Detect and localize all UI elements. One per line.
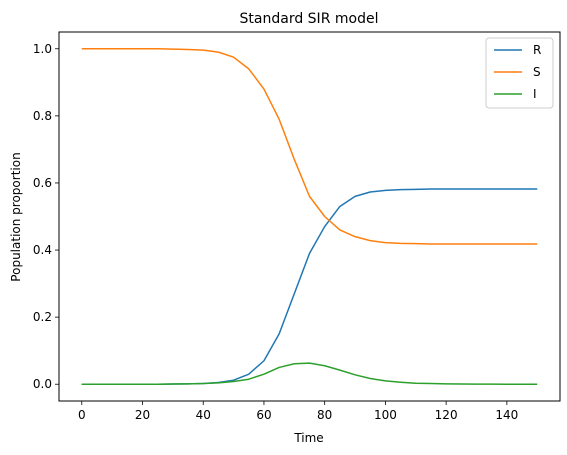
x-tick-label: 80 <box>317 408 332 422</box>
x-axis-label: Time <box>293 431 323 445</box>
y-tick-label: 1.0 <box>33 42 52 56</box>
x-tick-label: 140 <box>495 408 518 422</box>
series-line-r <box>81 188 538 385</box>
x-tick-label: 40 <box>196 408 211 422</box>
x-tick-label: 0 <box>78 408 86 422</box>
y-tick-label: 0.4 <box>33 243 52 257</box>
legend-label-i: I <box>533 87 537 101</box>
legend: RSI <box>485 37 554 109</box>
series-line-i <box>81 362 538 385</box>
y-tick-label: 0.8 <box>33 109 52 123</box>
y-axis-label: Population proportion <box>9 152 23 281</box>
x-tick-label: 100 <box>374 408 397 422</box>
y-tick-label: 0.6 <box>33 176 52 190</box>
chart-title: Standard SIR model <box>240 11 379 27</box>
plot-area-frame <box>58 31 561 402</box>
legend-label-s: S <box>533 65 541 79</box>
legend-label-r: R <box>533 43 541 57</box>
legend-box <box>485 37 554 109</box>
x-tick-label: 60 <box>256 408 271 422</box>
x-axis-ticks: 0 20 40 60 80 100 120 140 <box>78 401 518 422</box>
x-tick-label: 20 <box>135 408 150 422</box>
plot-lines <box>81 48 538 385</box>
y-tick-label: 0.2 <box>33 310 52 324</box>
y-tick-label: 0.0 <box>33 377 52 391</box>
y-axis-ticks: 0.0 0.2 0.4 0.6 0.8 1.0 <box>33 42 59 391</box>
series-line-s <box>81 48 538 245</box>
x-tick-label: 120 <box>435 408 458 422</box>
